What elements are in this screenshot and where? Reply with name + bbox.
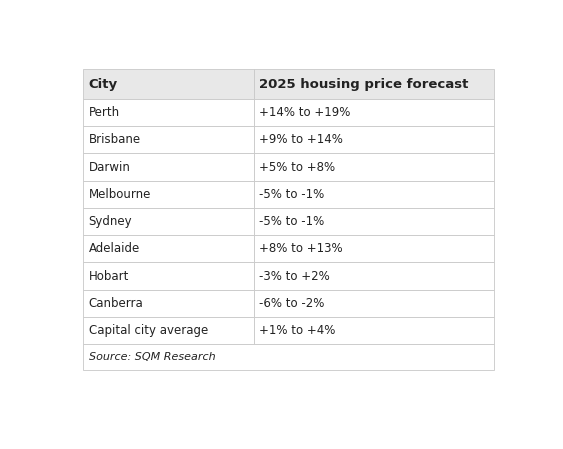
Bar <box>83 70 254 99</box>
Bar <box>254 99 494 126</box>
Bar <box>83 154 254 180</box>
Text: Canberra: Canberra <box>89 297 144 310</box>
Text: -6% to -2%: -6% to -2% <box>259 297 324 310</box>
Bar <box>83 317 254 344</box>
Text: Hobart: Hobart <box>89 269 129 282</box>
Text: Perth: Perth <box>89 106 120 119</box>
Bar <box>254 290 494 317</box>
Bar <box>83 263 254 290</box>
Text: -5% to -1%: -5% to -1% <box>259 215 324 228</box>
Text: 2025 housing price forecast: 2025 housing price forecast <box>259 78 468 91</box>
Bar <box>254 317 494 344</box>
Text: +5% to +8%: +5% to +8% <box>259 160 335 173</box>
Text: Melbourne: Melbourne <box>89 188 151 201</box>
Text: Adelaide: Adelaide <box>89 242 140 255</box>
Bar <box>83 126 254 154</box>
Bar <box>254 235 494 263</box>
Bar <box>254 180 494 208</box>
Bar <box>83 235 254 263</box>
Text: City: City <box>89 78 118 91</box>
Text: Source: SQM Research: Source: SQM Research <box>89 352 215 362</box>
Bar <box>254 208 494 235</box>
Bar <box>83 99 254 126</box>
Text: -3% to +2%: -3% to +2% <box>259 269 330 282</box>
Text: -5% to -1%: -5% to -1% <box>259 188 324 201</box>
Bar <box>83 180 254 208</box>
Bar <box>83 208 254 235</box>
Text: Brisbane: Brisbane <box>89 133 141 146</box>
Text: +1% to +4%: +1% to +4% <box>259 324 336 337</box>
Bar <box>254 126 494 154</box>
Text: Capital city average: Capital city average <box>89 324 208 337</box>
Text: +14% to +19%: +14% to +19% <box>259 106 350 119</box>
Bar <box>254 70 494 99</box>
Text: Sydney: Sydney <box>89 215 132 228</box>
Text: +9% to +14%: +9% to +14% <box>259 133 343 146</box>
Bar <box>83 344 494 370</box>
Bar <box>254 263 494 290</box>
Text: +8% to +13%: +8% to +13% <box>259 242 342 255</box>
Bar <box>83 290 254 317</box>
Text: Darwin: Darwin <box>89 160 131 173</box>
Bar <box>254 154 494 180</box>
